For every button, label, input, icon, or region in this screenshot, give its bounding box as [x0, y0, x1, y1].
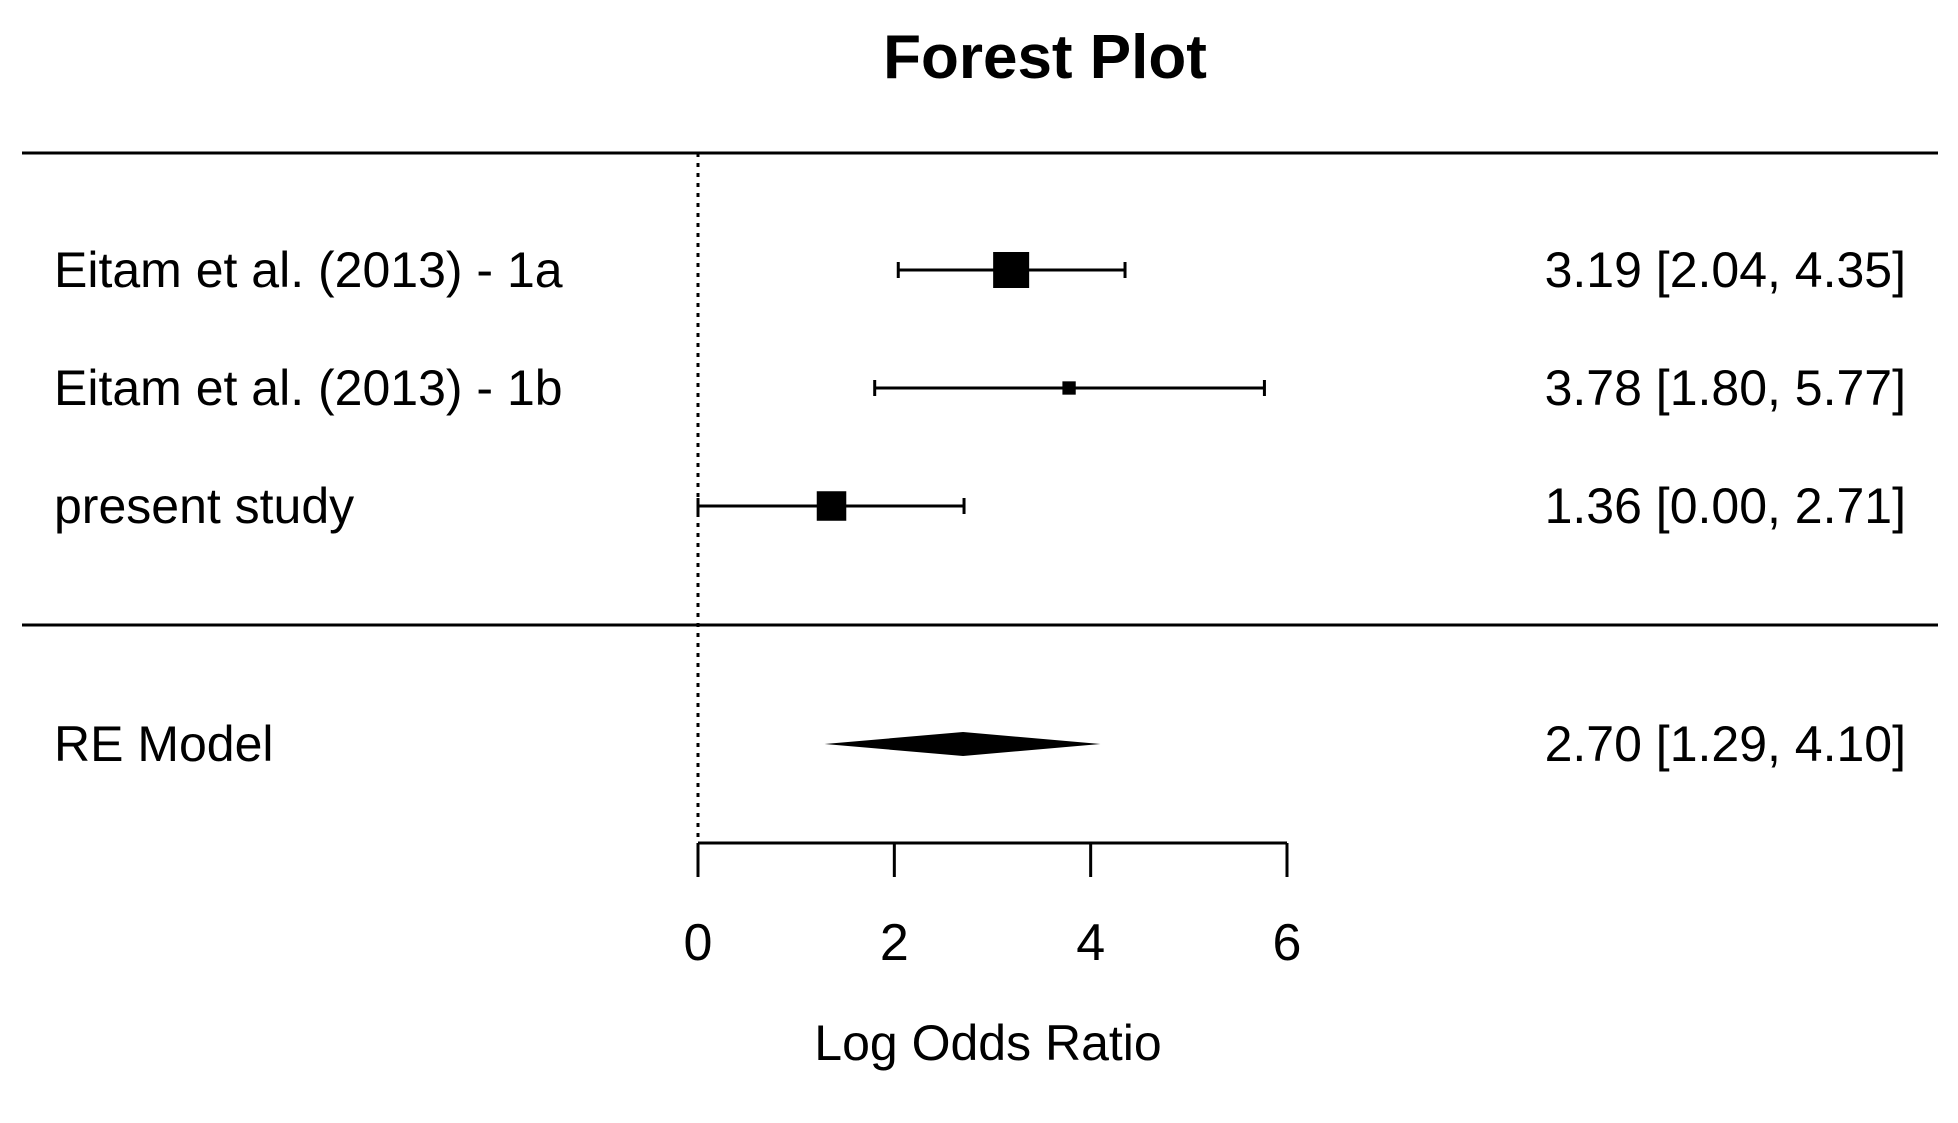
- chart-title: Forest Plot: [883, 23, 1207, 92]
- x-tick-label: 2: [880, 914, 909, 972]
- x-tick-label: 0: [684, 914, 713, 972]
- summary-label: RE Model: [54, 716, 274, 772]
- study-point-box: [1062, 381, 1076, 395]
- summary-estimate-text: 2.70 [1.29, 4.10]: [1545, 716, 1906, 772]
- x-tick-label: 4: [1076, 914, 1105, 972]
- study-estimate-text: 3.19 [2.04, 4.35]: [1545, 242, 1906, 298]
- study-estimate-text: 1.36 [0.00, 2.71]: [1545, 478, 1906, 534]
- study-label: present study: [54, 478, 354, 534]
- study-point-box: [816, 491, 847, 521]
- summary-diamond: [824, 732, 1101, 756]
- x-tick-label: 6: [1273, 914, 1302, 972]
- x-axis-title: Log Odds Ratio: [814, 1015, 1161, 1071]
- study-label: Eitam et al. (2013) - 1b: [54, 360, 563, 416]
- study-point-box: [993, 252, 1030, 288]
- study-label: Eitam et al. (2013) - 1a: [54, 242, 563, 298]
- study-estimate-text: 3.78 [1.80, 5.77]: [1545, 360, 1906, 416]
